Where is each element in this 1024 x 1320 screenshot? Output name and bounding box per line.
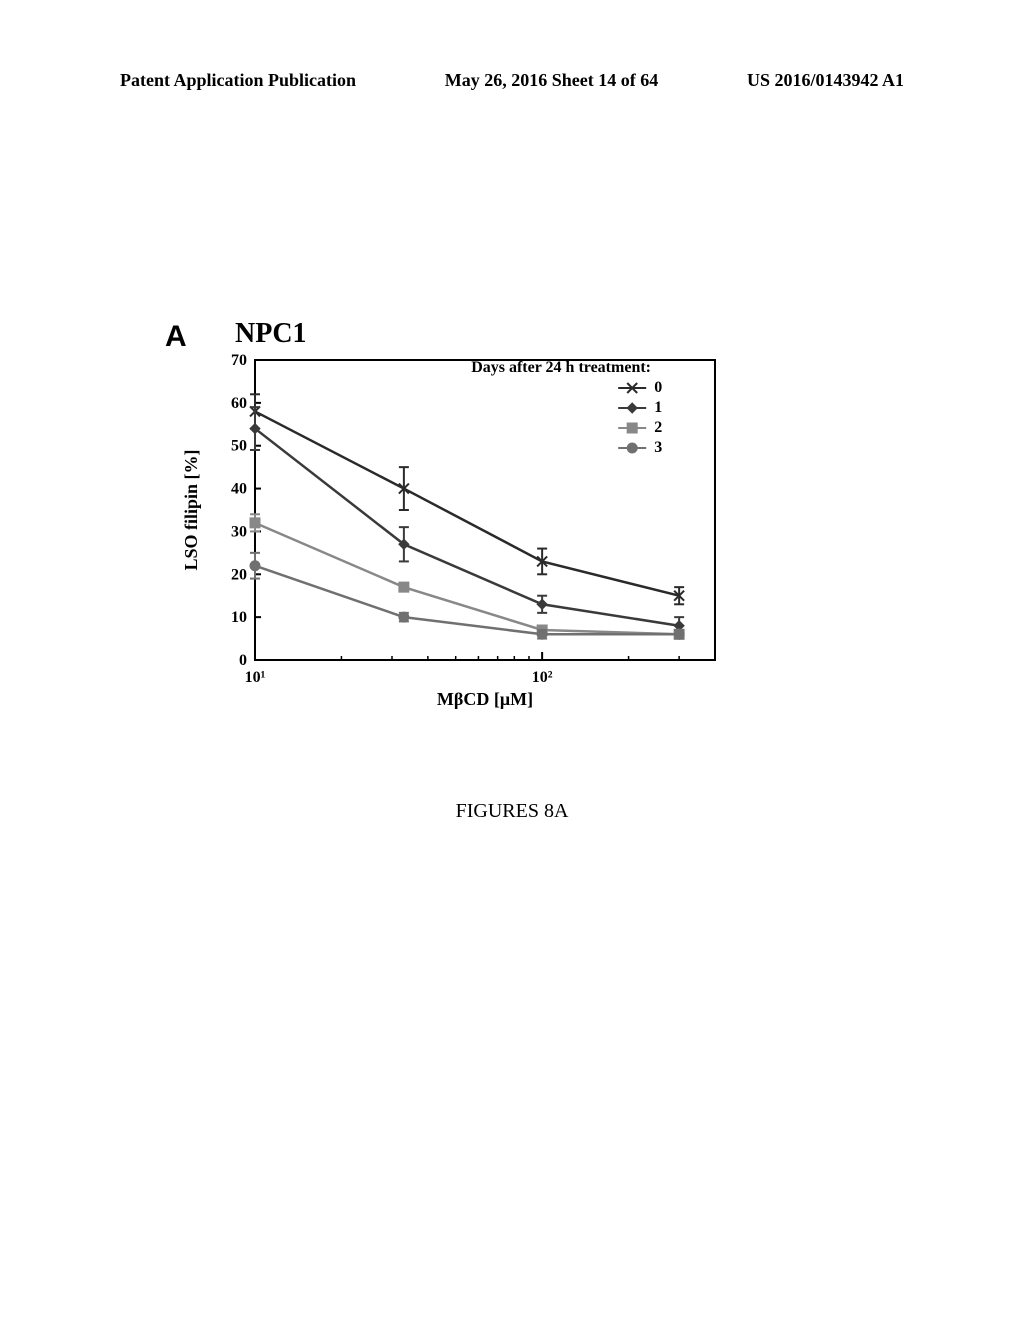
svg-text:40: 40 (231, 481, 247, 498)
svg-text:0: 0 (239, 652, 247, 669)
svg-text:20: 20 (231, 566, 247, 583)
svg-text:10²: 10² (532, 669, 553, 686)
svg-text:1: 1 (654, 399, 662, 416)
svg-text:30: 30 (231, 523, 247, 540)
page-header: Patent Application Publication May 26, 2… (0, 70, 1024, 91)
header-center: May 26, 2016 Sheet 14 of 64 (445, 70, 658, 91)
svg-text:2: 2 (654, 419, 662, 436)
svg-text:70: 70 (231, 352, 247, 369)
svg-text:10¹: 10¹ (245, 669, 266, 686)
svg-text:MβCD [μM]: MβCD [μM] (437, 689, 533, 709)
svg-text:Days after 24 h treatment:: Days after 24 h treatment: (471, 359, 651, 376)
svg-text:0: 0 (654, 379, 662, 396)
svg-text:50: 50 (231, 438, 247, 455)
figure-panel: A NPC1 01020304050607010¹10²LSO filipin … (175, 340, 735, 720)
chart-svg: 01020304050607010¹10²LSO filipin [%]MβCD… (175, 340, 735, 720)
figure-caption: FIGURES 8A (0, 800, 1024, 823)
svg-text:LSO filipin [%]: LSO filipin [%] (181, 449, 201, 570)
header-right: US 2016/0143942 A1 (747, 70, 904, 91)
header-left: Patent Application Publication (120, 70, 356, 91)
svg-text:3: 3 (654, 439, 662, 456)
svg-text:10: 10 (231, 609, 247, 626)
svg-text:60: 60 (231, 395, 247, 412)
chart-npc1: 01020304050607010¹10²LSO filipin [%]MβCD… (175, 340, 735, 720)
